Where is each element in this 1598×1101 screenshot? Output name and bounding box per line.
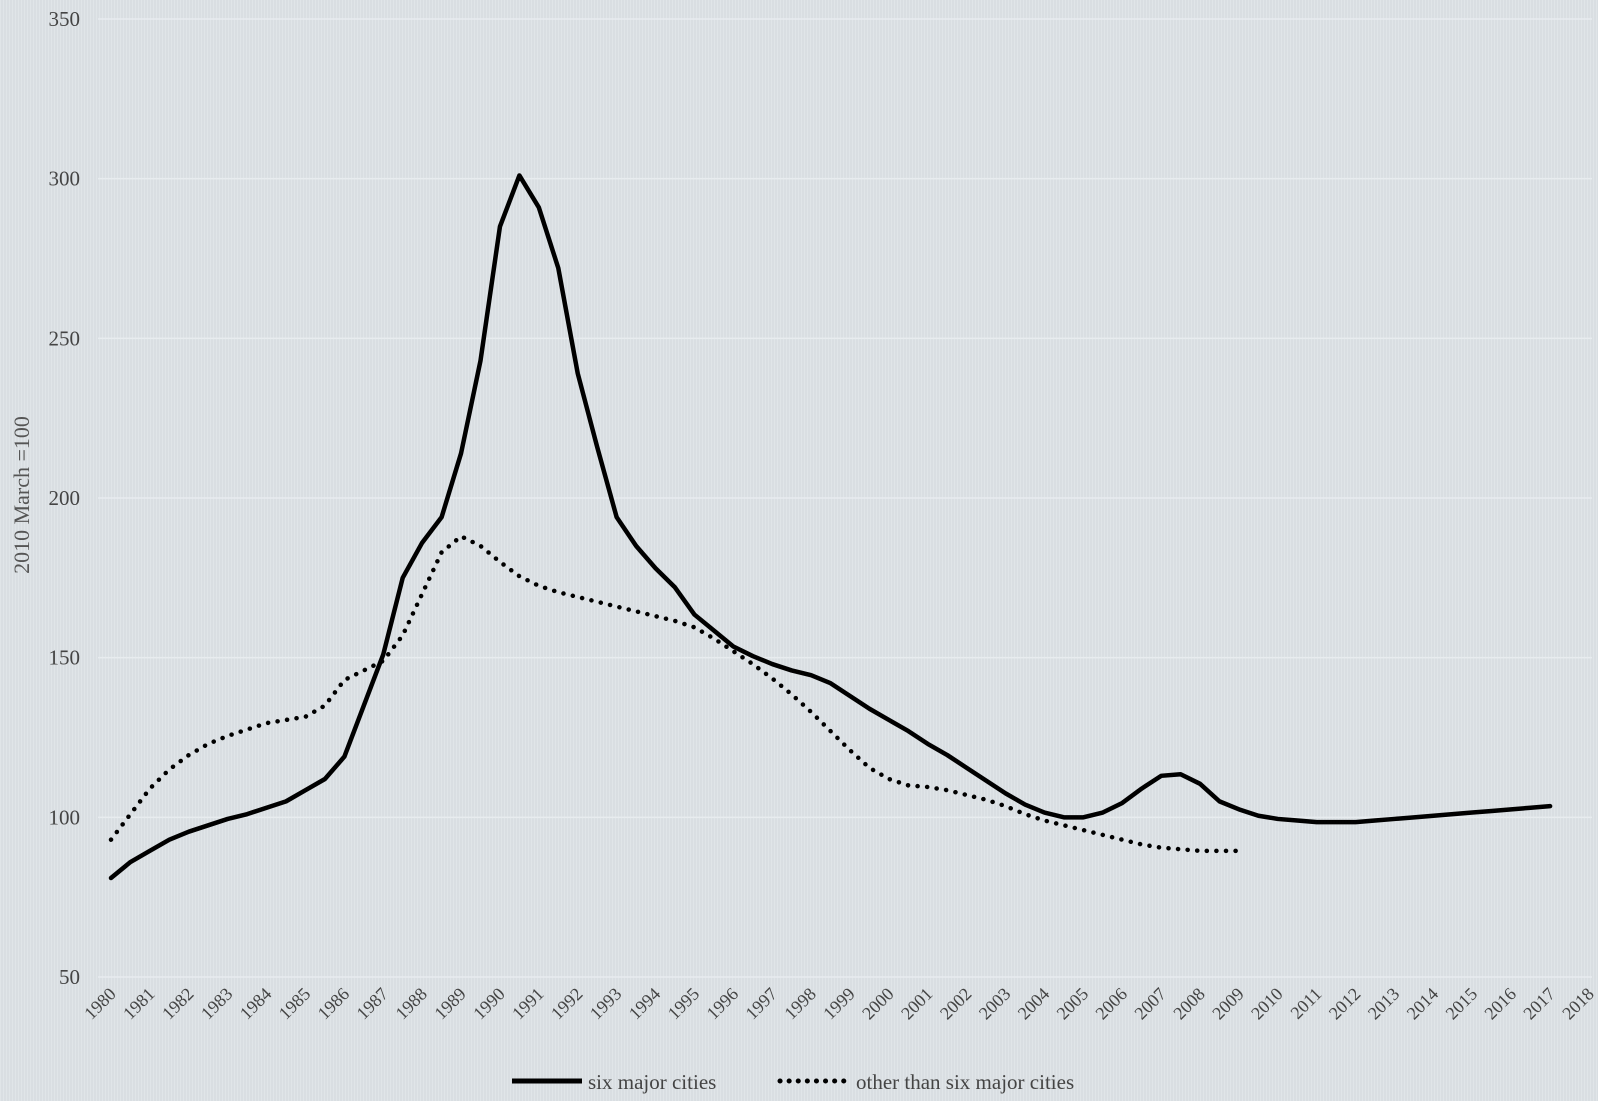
x-tick-label: 2013 [1364, 984, 1404, 1024]
x-tick-label: 1997 [741, 984, 781, 1024]
x-tick-label: 2016 [1480, 984, 1520, 1024]
x-tick-label: 2014 [1403, 984, 1443, 1024]
x-tick-label: 2002 [936, 984, 976, 1024]
legend: six major cities other than six major ci… [512, 1070, 1074, 1094]
x-tick-label: 1994 [625, 984, 665, 1024]
legend-label-six-major-cities: six major cities [588, 1070, 716, 1094]
y-tick-label: 150 [49, 646, 81, 670]
series-lines [108, 173, 1553, 881]
legend-label-other-cities: other than six major cities [856, 1070, 1074, 1094]
x-tick-label: 2000 [858, 984, 898, 1024]
x-axis-ticks: 1980 1981 1982 1983 1984 1985 1986 1987 1988 1989… [80, 984, 1598, 1024]
y-axis-ticks: 50 100 150 200 250 300 350 [49, 7, 81, 989]
x-tick-label: 1982 [158, 984, 198, 1024]
x-tick-label: 2001 [897, 984, 937, 1024]
x-tick-label: 2011 [1286, 984, 1325, 1023]
y-tick-label: 300 [49, 167, 81, 191]
x-tick-label: 2012 [1325, 984, 1365, 1024]
x-tick-label: 1986 [314, 984, 354, 1024]
x-tick-label: 1991 [508, 984, 548, 1024]
x-tick-label: 1981 [119, 984, 159, 1024]
y-tick-label: 250 [49, 326, 81, 350]
x-tick-label: 1995 [664, 984, 704, 1024]
x-tick-label: 1993 [586, 984, 626, 1024]
x-tick-label: 2007 [1130, 984, 1170, 1024]
x-tick-label: 2015 [1442, 984, 1482, 1024]
x-tick-label: 2009 [1208, 984, 1248, 1024]
series-line-six-major-cities [108, 173, 1553, 881]
x-tick-label: 2008 [1169, 984, 1209, 1024]
x-tick-label: 2003 [975, 984, 1015, 1024]
x-tick-label: 2005 [1053, 984, 1093, 1024]
x-tick-label: 2017 [1519, 984, 1559, 1024]
x-tick-label: 1983 [197, 984, 237, 1024]
y-tick-label: 50 [59, 965, 80, 989]
x-tick-label: 1985 [275, 984, 315, 1024]
x-tick-label: 2018 [1558, 984, 1598, 1024]
x-tick-label: 1996 [703, 984, 743, 1024]
x-tick-label: 1988 [391, 984, 431, 1024]
x-tick-label: 1992 [547, 984, 587, 1024]
x-tick-label: 2006 [1091, 984, 1131, 1024]
y-axis-title: 2010 March =100 [9, 416, 34, 574]
x-tick-label: 2004 [1014, 984, 1054, 1024]
x-tick-label: 1989 [430, 984, 470, 1024]
x-tick-label: 1998 [780, 984, 820, 1024]
x-tick-label: 1990 [469, 984, 509, 1024]
gridlines [98, 18, 1592, 978]
y-tick-label: 100 [49, 805, 81, 829]
x-tick-label: 1999 [819, 984, 859, 1024]
x-tick-label: 1984 [236, 984, 276, 1024]
y-tick-label: 200 [49, 486, 81, 510]
x-tick-label: 2010 [1247, 984, 1287, 1024]
y-tick-label: 350 [49, 7, 81, 31]
x-tick-label: 1980 [80, 984, 120, 1024]
series-line-other-cities [108, 534, 1242, 854]
x-tick-label: 1987 [352, 984, 392, 1024]
